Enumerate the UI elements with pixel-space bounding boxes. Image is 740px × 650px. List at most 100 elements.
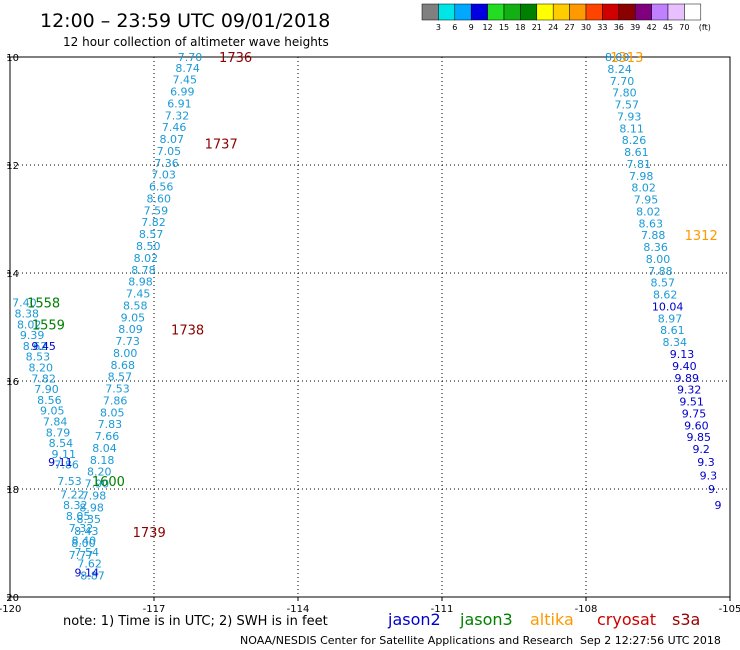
- chart-title: 12:00 – 23:59 UTC 09/01/2018: [40, 10, 330, 32]
- data-marks: 7.708.747.456.996.917.327.468.077.057.36…: [12, 51, 721, 582]
- wave-height-value: 8.34: [663, 336, 688, 349]
- x-tick-label: -114: [287, 604, 310, 615]
- colorbar-label: 12: [483, 23, 493, 32]
- footer-note: note: 1) Time is in UTC; 2) SWH is in fe…: [63, 614, 328, 629]
- wave-height-value: 8.54: [49, 437, 74, 450]
- colorbar-swatch: [618, 3, 636, 21]
- wave-height-value: 7.93: [617, 110, 642, 123]
- time-label: 1600: [92, 475, 125, 490]
- wave-height-value: 9.40: [672, 360, 697, 373]
- y-tick-label: 14: [6, 269, 19, 280]
- colorbar-swatch: [470, 3, 488, 21]
- colorbar-swatch: [602, 3, 620, 21]
- wave-height-value: 8.36: [643, 241, 668, 254]
- colorbar-swatch: [634, 3, 652, 21]
- wave-height-value: 7.73: [115, 335, 140, 348]
- wave-height-value: 7.95: [634, 194, 659, 207]
- colorbar-swatch: [438, 3, 456, 21]
- colorbar-swatch: [684, 3, 702, 21]
- wave-height-value: 8.63: [639, 217, 664, 230]
- wave-height-value: 8.78: [131, 264, 156, 277]
- colorbar-swatch: [487, 3, 505, 21]
- time-label: 1313: [610, 51, 643, 66]
- wave-height-value: 7.83: [98, 418, 123, 431]
- legend-entry-s3a: s3a: [672, 610, 700, 629]
- legend: jason2 jason3 altika cryosat s3a: [387, 610, 700, 629]
- colorbar-swatch: [536, 3, 554, 21]
- colorbar-swatch: [552, 3, 570, 21]
- wave-height-value: 8.20: [87, 466, 112, 479]
- wave-height-value: 9.05: [40, 405, 65, 418]
- wave-height-value: 8.97: [658, 312, 683, 325]
- wave-height-value: 8.50: [136, 240, 161, 253]
- x-tick-label: -111: [431, 604, 454, 615]
- wave-height-value: 8.05: [100, 406, 125, 419]
- wave-height-value: 7.81: [627, 158, 652, 171]
- wave-height-value: 7.90: [85, 478, 110, 491]
- x-tick-label: -120: [0, 604, 21, 615]
- wave-height-value: 7.45: [172, 74, 197, 87]
- colorbar-label: 21: [532, 23, 542, 32]
- wave-height-value: 8.26: [622, 134, 647, 147]
- wave-height-value: 8.62: [23, 340, 48, 353]
- wave-height-value: 9.32: [677, 384, 702, 397]
- wave-height-value: 9.05: [121, 311, 146, 324]
- wave-height-value: 9.11: [48, 456, 73, 469]
- wave-height-value: 9.11: [52, 448, 77, 461]
- colorbar-unit: (ft): [699, 23, 711, 32]
- wave-height-value: 7.98: [629, 170, 654, 183]
- footer-timestamp: Sep 2 12:27:56 UTC 2018: [580, 634, 721, 647]
- wave-height-value: 8.87: [80, 569, 105, 582]
- footer-credit: NOAA/NESDIS Center for Satellite Applica…: [240, 634, 573, 647]
- wave-height-value: 7.62: [77, 558, 102, 571]
- wave-height-value: 9.39: [20, 329, 45, 342]
- wave-height-value: 8.53: [26, 351, 51, 364]
- colorbar-label: 27: [565, 23, 575, 32]
- wave-height-value: 7.82: [31, 372, 56, 385]
- wave-height-value: 8.00: [646, 253, 671, 266]
- wave-height-value: 8.24: [607, 63, 632, 76]
- y-tick-label: 16: [6, 377, 19, 388]
- legend-entry-jason2: jason2: [387, 610, 441, 629]
- wave-height-value: 8.02: [636, 205, 661, 218]
- colorbar-swatch: [667, 3, 685, 21]
- wave-height-value: 8.09: [118, 323, 143, 336]
- colorbar-swatch: [585, 3, 603, 21]
- wave-height-value: 8.02: [134, 252, 159, 265]
- wave-height-value: 7.05: [157, 145, 182, 158]
- wave-height-value: 7.46: [162, 121, 187, 134]
- time-labels: 1736 1737 1738 1739 1313 1312 1558 1559 1600: [27, 51, 718, 541]
- time-label: 1737: [205, 137, 238, 152]
- wave-height-value: 8.11: [619, 122, 644, 135]
- wave-height-value: 7.77: [69, 549, 94, 562]
- wave-height-value: 6.91: [167, 97, 192, 110]
- wave-height-value: 8.40: [72, 534, 97, 547]
- colorbar-swatch: [454, 3, 472, 21]
- wave-height-value: 8.62: [653, 289, 678, 302]
- legend-entry-altika: altika: [530, 610, 574, 629]
- wave-height-value: 8.57: [139, 228, 164, 241]
- wave-height-value: 7.32: [69, 522, 94, 535]
- colorbar-label: 33: [597, 23, 607, 32]
- wave-height-value: 7.84: [43, 416, 68, 429]
- wave-height-value: 8.58: [123, 299, 148, 312]
- wave-height-value: 7.88: [648, 265, 673, 278]
- wave-height-value: 7.70: [610, 75, 635, 88]
- wave-height-value: 7.53: [105, 383, 130, 396]
- colorbar: 3 6 9 12 15 18 21 24 27 30 33 36 39 42 45 70 (ft): [421, 3, 711, 32]
- colorbar-label: 18: [515, 23, 525, 32]
- wave-height-value: 8.61: [624, 146, 649, 159]
- wave-height-value: 6.99: [170, 86, 195, 99]
- wave-height-value: 9.60: [684, 419, 709, 432]
- colorbar-swatch: [520, 3, 538, 21]
- x-tick-label: -105: [719, 604, 740, 615]
- colorbar-label: 30: [581, 23, 591, 32]
- legend-entry-jason3: jason3: [459, 610, 513, 629]
- grid: [10, 57, 730, 597]
- time-label: 1559: [32, 318, 65, 333]
- wave-height-value: 8.00: [113, 347, 138, 360]
- wave-height-value: 9.3: [697, 456, 715, 469]
- wave-height-value: 7.86: [54, 459, 79, 472]
- wave-height-value: 8.79: [46, 426, 71, 439]
